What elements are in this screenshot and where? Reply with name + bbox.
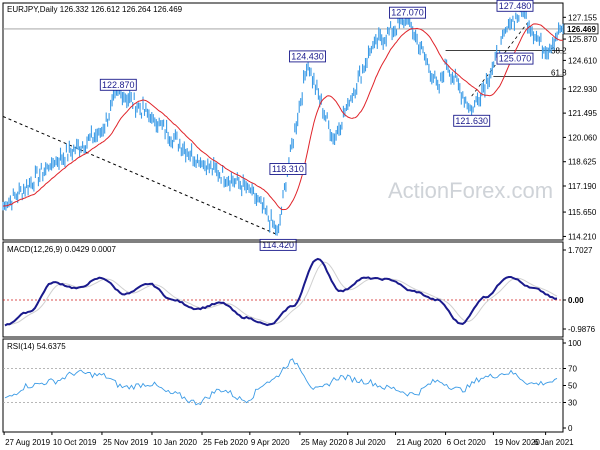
x-tick-label: 25 May 2020: [301, 438, 348, 447]
annotation-box: [99, 78, 137, 91]
macd-panel-frame: [2, 241, 564, 338]
rsi-y-axis: 100 70 50 30 0: [563, 339, 582, 433]
macd-panel: MACD(12,26,9) 0.0429 0.0007 1.7027 0.00 -0…: [2, 241, 596, 338]
price-panel-title: EURJPY,Daily 126.332 126.612 126.264 126…: [7, 5, 183, 14]
x-tick-label: 25 Nov 2019: [103, 438, 149, 447]
annotation-label: 127.070: [391, 8, 424, 18]
price-tick-label: 118.625: [568, 158, 597, 167]
price-tick-label: 122.930: [568, 85, 597, 94]
x-tick-label: 6 Jan 2021: [534, 438, 574, 447]
current-price-box: [563, 23, 599, 35]
annotation-box: [269, 163, 307, 175]
rsi-series: [3, 358, 563, 406]
price-tick-label: 117.190: [568, 182, 597, 191]
price-tick-label: 114.210: [568, 232, 597, 241]
annotation-label: 125.070: [499, 54, 532, 64]
rsi-tick-label: 0: [568, 424, 573, 433]
annotation-label: 121.630: [455, 116, 488, 126]
x-tick-label: 27 Aug 2019: [5, 438, 50, 447]
x-tick-label: 21 Aug 2020: [397, 438, 442, 447]
annotation-box: [259, 238, 297, 251]
macd-tick-label: 0.00: [568, 296, 584, 305]
x-tick-label: 10 Oct 2019: [53, 438, 97, 447]
price-tick-label: 124.610: [568, 56, 597, 65]
price-tick-label: 121.495: [568, 109, 597, 118]
fib-38-label: 38.2: [551, 46, 567, 55]
annotation-label: 118.310: [272, 164, 304, 174]
x-tick-label: 25 Feb 2020: [203, 438, 248, 447]
x-tick-label: 10 Jan 2020: [153, 438, 198, 447]
x-tick-label: 6 Oct 2020: [447, 438, 487, 447]
macd-tick-label: 1.7027: [568, 246, 593, 255]
rsi-panel: RSI(14) 54.6375 100 70 50 30 0: [2, 338, 582, 433]
price-y-axis: 127.155 125.870 124.610 122.930 121.495 120.0…: [563, 13, 599, 241]
price-annotations: 122.870 124.430 118.310 114.420 127.070 121.6…: [99, 0, 534, 251]
price-tick-label: 127.155: [568, 13, 597, 22]
rsi-tick-label: 70: [568, 365, 577, 374]
price-tick-label: 120.060: [568, 133, 597, 142]
x-tick-label: 9 Apr 2020: [251, 438, 290, 447]
annotation-label: 114.420: [262, 240, 294, 250]
annotation-box: [496, 52, 534, 65]
current-price-label: 126.469: [567, 25, 596, 34]
rsi-tick-label: 30: [568, 399, 577, 408]
annotation-label: 127.480: [499, 1, 532, 11]
macd-tick-label: -0.9876: [568, 325, 596, 334]
annotation-box: [289, 50, 326, 63]
macd-series: [3, 257, 563, 327]
moving-average-line: [2, 23, 564, 211]
annotation-box: [389, 6, 426, 19]
annotation-label: 122.870: [102, 80, 135, 90]
macd-panel-title: MACD(12,26,9) 0.0429 0.0007: [7, 245, 117, 254]
price-tick-label: 115.650: [568, 208, 597, 217]
macd-y-axis: 1.7027 0.00 -0.9876: [563, 246, 596, 334]
x-axis: 27 Aug 2019 10 Oct 2019 25 Nov 2019 10 Jan …: [3, 432, 574, 447]
x-tick-label: 19 Nov 2020: [494, 438, 540, 447]
x-tick-label: 8 Jul 2020: [349, 438, 386, 447]
price-tick-label: 125.870: [568, 35, 597, 44]
annotation-label: 124.430: [291, 51, 324, 61]
macd-line: [4, 257, 558, 327]
rsi-line: [4, 358, 558, 406]
rsi-tick-label: 100: [568, 339, 582, 348]
fib-61-label: 61.8: [551, 69, 567, 78]
rsi-tick-label: 50: [568, 382, 577, 391]
falling-trendline: [2, 115, 279, 236]
rsi-panel-title: RSI(14) 54.6375: [7, 342, 66, 351]
price-panel: EURJPY,Daily 126.332 126.612 126.264 126…: [2, 0, 599, 251]
watermark: ActionForex.com: [388, 178, 553, 203]
annotation-box: [453, 114, 491, 127]
annotation-box: [496, 0, 534, 12]
